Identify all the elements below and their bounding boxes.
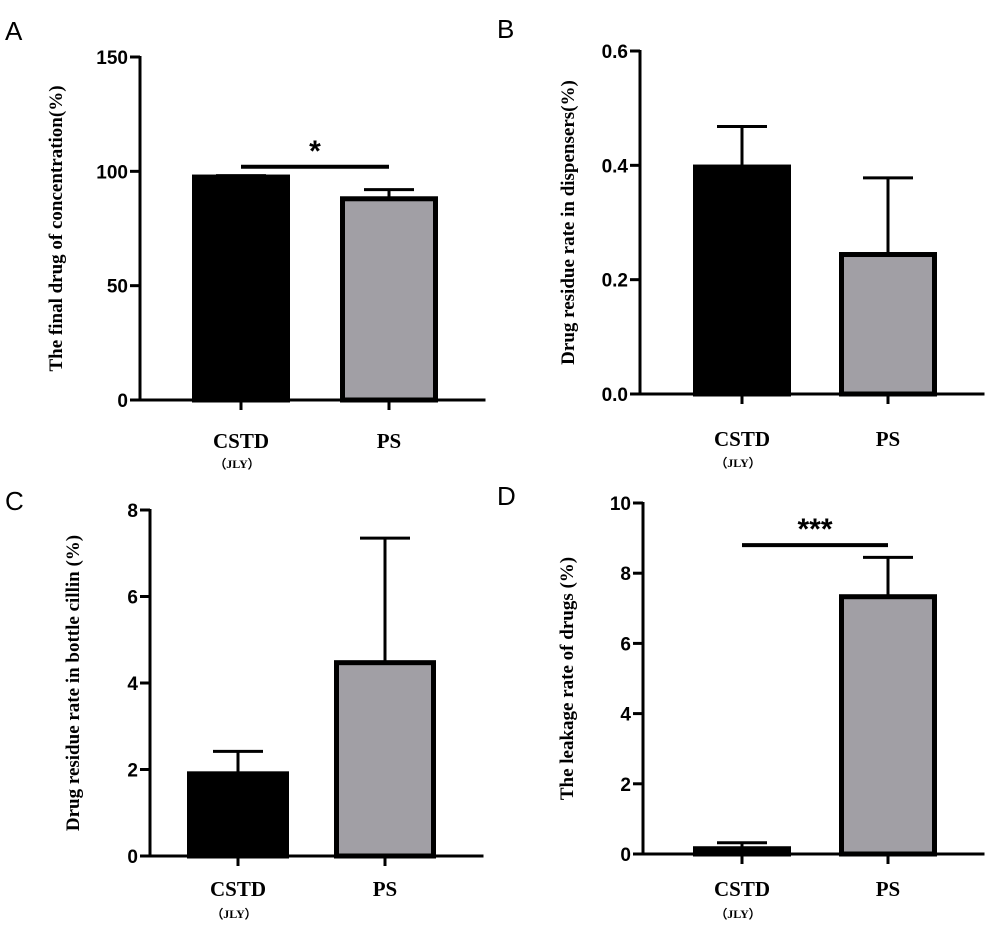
panel-c-y-tick-label: 2 [127,761,138,782]
panel-b-x-sublabel-cstd: （JLY） [715,455,761,470]
panel-d-y-tick-label: 2 [620,775,631,796]
panel-a-letter: A [5,16,23,46]
panel-c-y-tick-label: 4 [127,674,138,695]
panel-b-bar-ps [839,252,937,397]
panel-a-y-tick-label: 50 [107,277,128,298]
panel-a-bar-ps [340,196,438,403]
panel-a-bar-cstd [192,174,290,403]
panel-d-letter: D [497,481,516,511]
panel-b-letter: B [497,14,514,44]
panel-d-y-tick-label: 8 [620,564,631,585]
panel-a-significance-label: * [309,135,321,168]
panel-d-x-label-ps: PS [876,877,901,901]
panel-d-y-tick-label: 6 [620,634,631,655]
panel-d-bar-ps [839,594,937,857]
panel-b-y-tick-label: 0.0 [602,385,628,406]
panel-c-bar-ps [334,660,436,859]
panel-b-bar-cstd [693,164,791,397]
panel-a-y-tick-label: 0 [117,391,128,412]
panel-b-x-label-ps: PS [876,427,901,451]
panel-b-y-tick-label: 0.4 [602,156,629,177]
panel-c-y-axis-label: Drug residue rate in bottle cillin (%) [63,535,84,831]
panel-c-letter: C [5,486,24,516]
panel-a-y-axis-label: The final drug of concentration(%) [46,85,67,371]
panel-c-y-tick-label: 0 [127,847,138,868]
panel-d-bar-cstd [693,846,791,857]
panel-b-y-axis-label: Drug residue rate in dispensers(%) [558,80,579,365]
panel-c-bar-cstd [187,771,289,859]
panel-b-x-label-cstd: CSTD [714,427,770,451]
panel-a-y-tick-label: 100 [96,162,128,183]
panel-a-y-tick-label: 150 [96,48,128,69]
panel-d-significance-label: *** [797,513,832,546]
panel-d-y-axis-label: The leakage rate of drugs (%) [557,557,578,800]
panel-d-x-sublabel-cstd: （JLY） [715,906,761,921]
panel-d-y-tick-label: 10 [610,494,631,515]
panel-c-x-label-ps: PS [373,877,398,901]
panel-d-y-tick-label: 4 [620,705,631,726]
panel-c-y-tick-label: 8 [127,501,138,522]
panel-a-x-label-cstd: CSTD [213,429,269,453]
panel-c-x-sublabel-cstd: （JLY） [211,906,257,921]
panel-b-y-tick-label: 0.6 [602,42,628,63]
panel-d-y-tick-label: 0 [620,845,631,866]
panel-c-x-label-cstd: CSTD [210,877,266,901]
panel-d-x-label-cstd: CSTD [714,877,770,901]
panel-a-x-label-ps: PS [377,429,402,453]
panel-b-y-tick-label: 0.2 [602,271,628,292]
panel-a-x-sublabel-cstd: （JLY） [214,456,260,471]
panel-c-y-tick-label: 6 [127,588,138,609]
